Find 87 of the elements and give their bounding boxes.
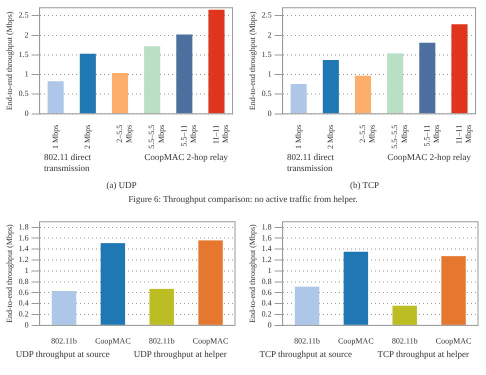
y-tick-label: 0.6	[18, 288, 29, 297]
bar	[419, 42, 436, 114]
bar	[150, 288, 174, 325]
y-tick-label: 2	[268, 30, 272, 40]
y-tick-label: 0.5	[262, 89, 272, 98]
x-tick-label: 2 Mbps	[82, 124, 92, 150]
y-tick-label: 0	[24, 108, 29, 118]
y-tick-label: 0.2	[18, 310, 29, 319]
bar	[322, 60, 339, 114]
x-tick-label: 5.5–11 Mbps	[179, 124, 198, 146]
bar	[176, 34, 192, 114]
y-axis-title: End-to-end throughput (Mbps)	[4, 11, 14, 110]
y-tick-label: 1.2	[18, 255, 29, 264]
bar	[441, 256, 466, 325]
y-tick-label: 1	[268, 266, 272, 275]
bar	[144, 46, 160, 114]
bar	[387, 53, 404, 114]
y-tick-label: 2.5	[262, 10, 272, 20]
x-tick-label: 802.11b	[392, 336, 418, 346]
y-tick-label: 1	[24, 70, 29, 79]
caption: Figure 6: Throughput comparison: no active traffic from helper.	[127, 194, 359, 204]
x-tick-label: CoopMAC	[338, 336, 374, 346]
bar	[290, 84, 307, 114]
bar	[198, 240, 223, 325]
bar	[451, 24, 468, 114]
bar	[112, 72, 128, 114]
bar	[392, 306, 417, 325]
y-tick-label: 0.5	[18, 89, 29, 98]
bar	[80, 54, 96, 114]
x-tick-label: 5.5–11 Mbps	[422, 124, 442, 146]
y-tick-label: 1.8	[262, 222, 272, 232]
y-tick-label: 1.4	[262, 244, 272, 254]
y-tick-label: 2	[24, 30, 29, 40]
text: 802.11 direct transmission	[286, 152, 336, 174]
x-tick-label: 11–11 Mbps	[454, 124, 474, 144]
y-tick-label: 1.2	[262, 255, 272, 264]
y-tick-label: 0.4	[262, 298, 272, 308]
y-tick-label: 0	[24, 320, 29, 330]
y-tick-label: 1.4	[18, 244, 29, 254]
bar	[294, 286, 320, 325]
y-tick-label: 0.8	[262, 276, 272, 286]
y-tick-label: 0.6	[262, 288, 272, 297]
text: (a) UDP	[106, 180, 137, 190]
x-tick-label: 1 Mbps	[50, 124, 60, 150]
y-tick-label: 1.5	[262, 50, 272, 59]
bar	[344, 252, 368, 325]
y-axis-title: End-to-end throughput (Mbps)	[248, 224, 257, 323]
x-tick-label: CoopMAC	[436, 336, 472, 346]
y-tick-label: 1	[24, 266, 29, 275]
bar	[48, 81, 64, 114]
y-tick-label: 0.8	[18, 276, 29, 286]
x-tick-label: 802.11b	[148, 336, 175, 346]
y-tick-label: 0.2	[262, 310, 272, 319]
x-tick-label: 5.5–5.5 Mbps	[147, 124, 166, 149]
x-tick-label: 802.11b	[294, 336, 320, 346]
y-tick-label: 1	[268, 70, 272, 79]
y-axis-title: End-to-end throughput (Mbps)	[4, 224, 14, 323]
text: UDP throughput at source	[14, 349, 111, 360]
text: TCP throughput at source	[258, 349, 353, 360]
bar	[208, 10, 225, 114]
text: CoopMAC 2-hop relay	[143, 152, 229, 164]
x-tick-label: 11–11 Mbps	[212, 124, 230, 144]
x-tick-label: 2–5.5 Mbps	[358, 124, 377, 144]
y-tick-label: 0	[268, 108, 272, 118]
text: CoopMAC 2-hop relay	[386, 152, 472, 164]
x-tick-label: 2 Mbps	[326, 124, 335, 150]
y-tick-label: 1.8	[18, 222, 29, 232]
text: UDP throughput at helper	[132, 349, 228, 360]
y-tick-label: 1.6	[18, 233, 29, 242]
text: 802.11 direct transmission	[43, 152, 92, 174]
y-tick-label: 1.6	[262, 233, 272, 242]
x-tick-label: CoopMAC	[192, 336, 228, 346]
y-axis-title: End-to-end throughput (Mbps)	[248, 11, 257, 110]
x-tick-label: CoopMAC	[95, 336, 131, 346]
bar	[52, 291, 76, 325]
y-tick-label: 0	[268, 320, 272, 330]
x-tick-label: 1 Mbps	[294, 124, 303, 150]
text: (b) TCP	[350, 180, 380, 190]
x-tick-label: 2–5.5 Mbps	[115, 124, 134, 144]
bar	[100, 243, 126, 325]
y-tick-label: 1.5	[18, 50, 29, 59]
y-tick-label: 2.5	[18, 10, 29, 20]
y-tick-label: 0.4	[18, 298, 29, 308]
bar	[354, 76, 372, 114]
text: TCP throughput at helper	[376, 349, 470, 360]
x-tick-label: 802.11b	[51, 336, 77, 346]
x-tick-label: 5.5–5.5 Mbps	[390, 124, 409, 149]
